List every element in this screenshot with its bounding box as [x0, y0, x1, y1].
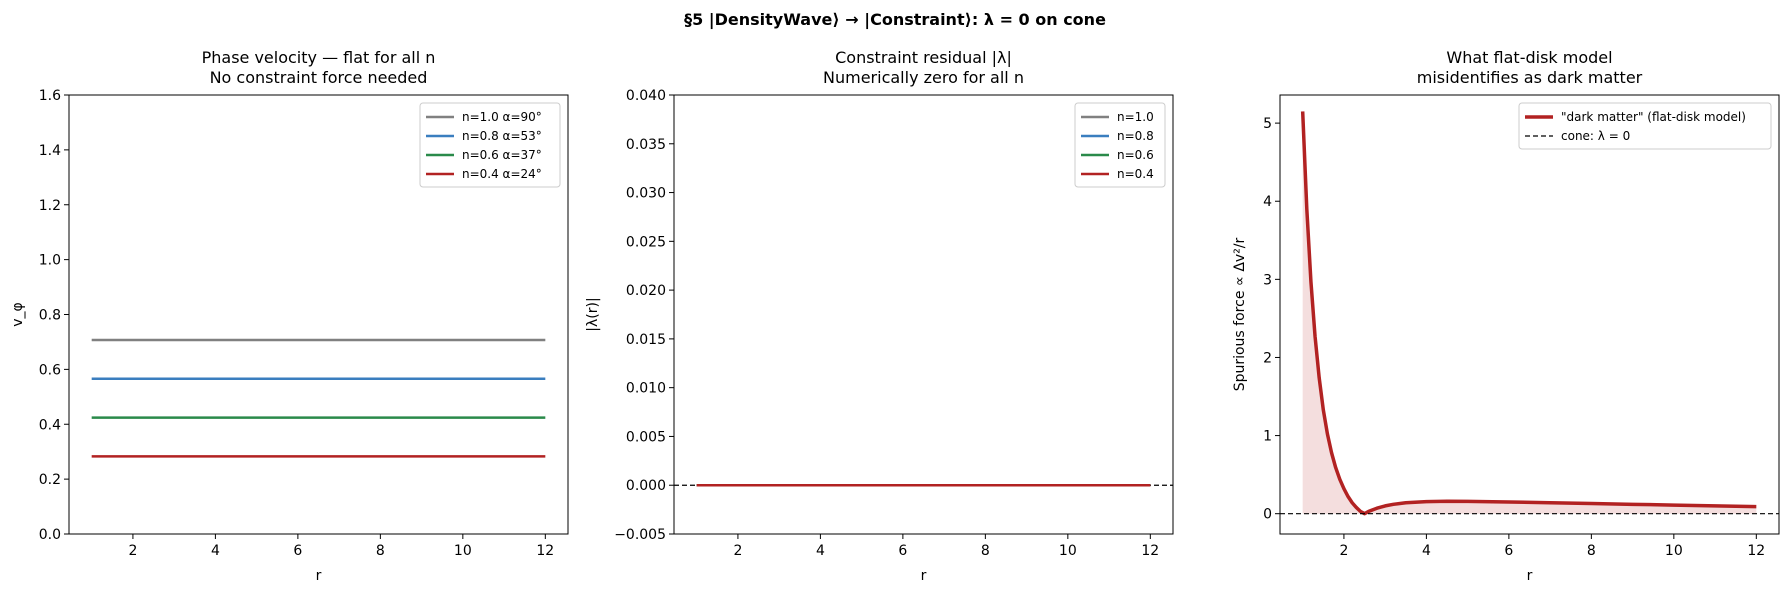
series-line — [1300, 111, 1757, 516]
x-axis-label: r — [316, 568, 322, 584]
legend: n=1.0 α=90° n=0.8 α=53° n=0.6 α=37° n=0.4 α… — [419, 102, 561, 188]
legend-label: n=0.6 α=37° — [462, 148, 542, 162]
y-tick-label: 0.0 — [39, 527, 61, 543]
y-tick-label: 0.025 — [626, 234, 666, 250]
y-tick-label: 1.6 — [39, 88, 61, 104]
legend-label: n=0.8 — [1117, 129, 1154, 143]
legend-label: cone: λ = 0 — [1561, 129, 1630, 143]
legend-label: n=0.4 — [1117, 167, 1154, 181]
panel-title-line: Constraint residual |λ| — [835, 48, 1012, 67]
y-tick-label: 5 — [1263, 116, 1272, 132]
x-tick-label: 4 — [1422, 543, 1431, 559]
y-tick-label: 1.4 — [39, 143, 61, 159]
x-tick-label: 4 — [211, 543, 220, 559]
y-tick-label: 2 — [1263, 350, 1272, 366]
y-tick-label: 1.0 — [39, 253, 61, 269]
y-tick-label: −0.005 — [614, 527, 666, 543]
x-tick-label: 8 — [981, 543, 990, 559]
x-tick-label: 4 — [816, 543, 825, 559]
x-axis-label: r — [1527, 568, 1533, 584]
legend-box — [419, 102, 561, 188]
y-tick-label: 0.8 — [39, 308, 61, 324]
y-tick-label: 0.2 — [39, 472, 61, 488]
y-tick-label: 0.015 — [626, 332, 666, 348]
legend: n=1.0 n=0.8 n=0.6 n=0.4 — [1074, 102, 1166, 188]
panel-title-line: No constraint force needed — [210, 68, 428, 87]
x-tick-label: 2 — [1339, 543, 1348, 559]
legend-label: n=0.6 — [1117, 148, 1154, 162]
x-tick-label: 10 — [1059, 543, 1077, 559]
x-tick-label: 6 — [1504, 543, 1513, 559]
y-tick-label: 4 — [1263, 194, 1272, 210]
figure-suptitle: §5 |DensityWave⟩ → |Constraint⟩: λ = 0 o… — [684, 10, 1106, 30]
y-axis-label: |λ(r)| — [585, 297, 601, 331]
y-tick-label: 0.005 — [626, 429, 666, 445]
x-tick-label: 6 — [293, 543, 302, 559]
y-tick-label: 0.010 — [626, 381, 666, 397]
x-tick-label: 10 — [1665, 543, 1683, 559]
panel-title-line: What flat-disk model — [1446, 48, 1612, 67]
x-tick-label: 12 — [1141, 543, 1159, 559]
y-tick-label: 0.035 — [626, 137, 666, 153]
x-tick-label: 2 — [733, 543, 742, 559]
x-tick-label: 10 — [454, 543, 472, 559]
chart-panel-phase-velocity: Phase velocity — flat for all nNo constr… — [10, 48, 569, 584]
legend-label: n=0.8 α=53° — [462, 129, 542, 143]
y-tick-label: 0.000 — [626, 478, 666, 494]
panel-title-line: Phase velocity — flat for all n — [202, 48, 436, 67]
y-tick-label: 0.4 — [39, 417, 61, 433]
legend: "dark matter" (flat-disk model) cone: λ =… — [1518, 102, 1772, 150]
legend-label: n=0.4 α=24° — [462, 167, 542, 181]
y-tick-label: 0.040 — [626, 88, 666, 104]
y-tick-label: 0.020 — [626, 283, 666, 299]
x-tick-label: 2 — [128, 543, 137, 559]
panel-title-line: Numerically zero for all n — [823, 68, 1024, 87]
y-axis-label: Spurious force ∝ Δv²/r — [1232, 237, 1248, 391]
x-tick-label: 8 — [376, 543, 385, 559]
y-tick-label: 1 — [1263, 429, 1272, 445]
x-tick-label: 8 — [1587, 543, 1596, 559]
legend-label: "dark matter" (flat-disk model) — [1561, 110, 1746, 124]
legend-box — [1518, 102, 1772, 150]
y-axis-label: v_φ — [10, 302, 26, 327]
axes-frame — [673, 94, 1174, 535]
legend-label: n=1.0 α=90° — [462, 110, 542, 124]
chart-panel-constraint-residual: Constraint residual |λ|Numerically zero … — [585, 48, 1174, 584]
axes-frame — [1279, 94, 1780, 535]
panel-title-line: misidentifies as dark matter — [1417, 68, 1643, 87]
y-tick-label: 0.030 — [626, 186, 666, 202]
plot-area — [91, 338, 546, 458]
x-tick-label: 12 — [1747, 543, 1765, 559]
series-area-fill — [1302, 111, 1757, 514]
x-axis-label: r — [921, 568, 927, 584]
x-tick-label: 12 — [536, 543, 554, 559]
plot-area — [1280, 111, 1779, 516]
legend-label: n=1.0 — [1117, 110, 1154, 124]
y-tick-label: 3 — [1263, 272, 1272, 288]
y-tick-label: 1.2 — [39, 198, 61, 214]
y-tick-label: 0.6 — [39, 362, 61, 378]
legend-box — [1074, 102, 1166, 188]
y-tick-label: 0 — [1263, 507, 1272, 523]
x-tick-label: 6 — [898, 543, 907, 559]
